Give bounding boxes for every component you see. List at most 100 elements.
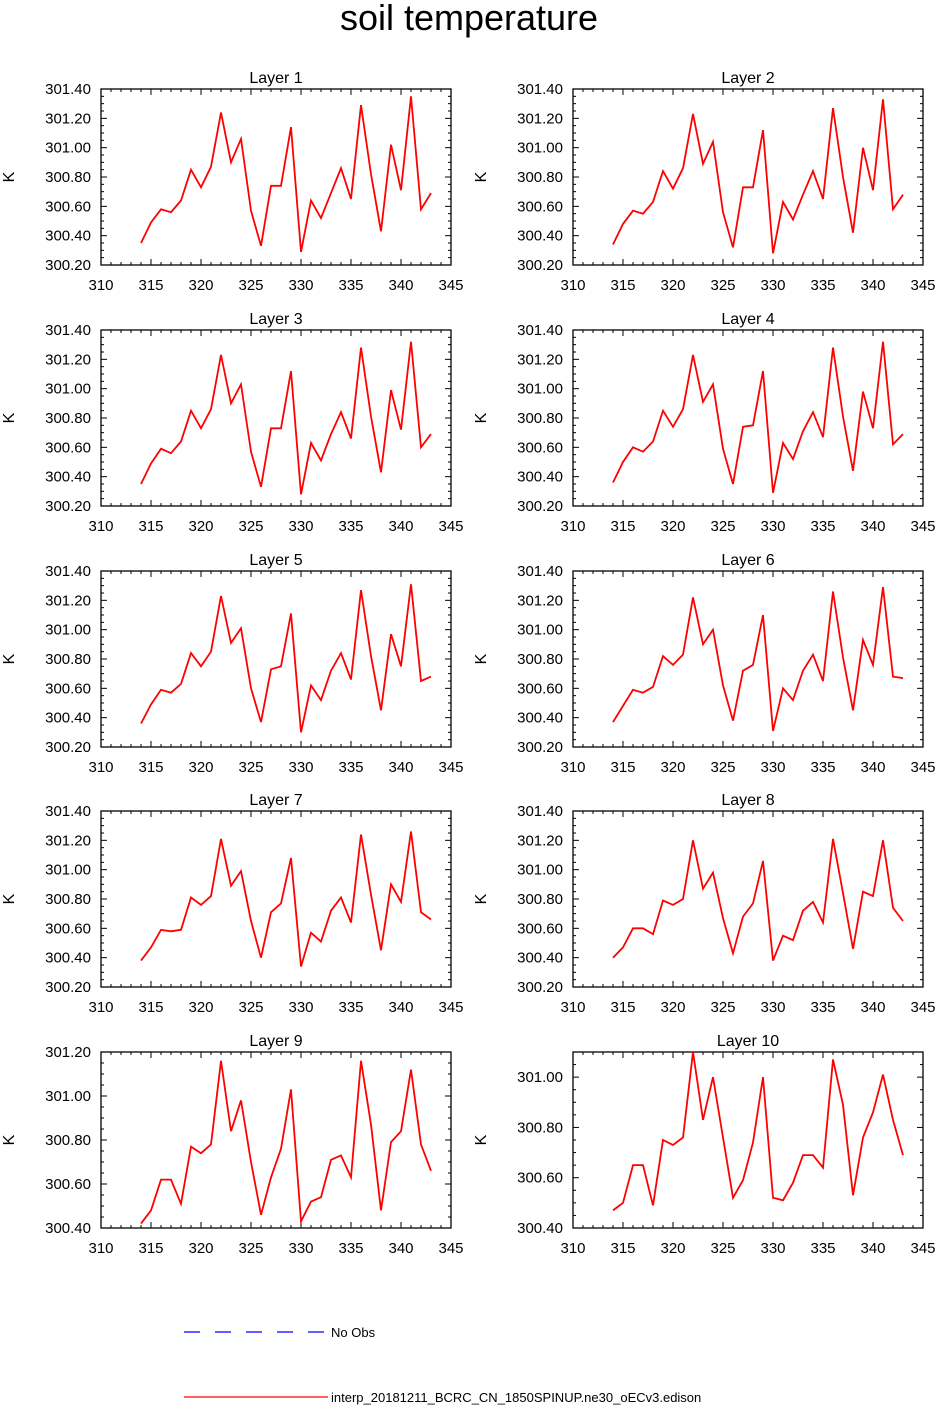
x-tick-label: 325 <box>238 277 263 294</box>
series-line <box>612 341 904 493</box>
y-tick-label: 300.60 <box>517 439 563 456</box>
x-tick-label: 340 <box>388 759 413 776</box>
y-tick-label: 300.60 <box>517 198 563 215</box>
y-tick-label: 300.40 <box>517 950 563 967</box>
y-tick-label: 300.60 <box>517 680 563 697</box>
y-tick-label: 301.00 <box>45 622 91 639</box>
x-tick-label: 315 <box>610 277 635 294</box>
x-tick-label: 315 <box>610 999 635 1016</box>
x-tick-label: 335 <box>338 999 363 1016</box>
x-tick-label: 315 <box>138 759 163 776</box>
y-tick-label: 301.20 <box>517 351 563 368</box>
y-tick-label: 301.20 <box>45 1044 91 1061</box>
x-tick-label: 340 <box>860 518 885 535</box>
y-axis-label: K <box>473 1134 490 1145</box>
x-tick-label: 310 <box>88 518 113 535</box>
x-tick-label: 315 <box>138 1240 163 1257</box>
series-line <box>140 831 432 967</box>
x-tick-label: 310 <box>88 999 113 1016</box>
x-tick-label: 335 <box>810 277 835 294</box>
x-tick-label: 330 <box>288 759 313 776</box>
series-line <box>140 341 432 495</box>
y-tick-label: 300.60 <box>45 198 91 215</box>
x-tick-label: 320 <box>660 759 685 776</box>
y-tick-label: 301.00 <box>45 140 91 157</box>
y-tick-label: 300.40 <box>517 1220 563 1237</box>
y-tick-label: 301.20 <box>45 832 91 849</box>
x-tick-label: 310 <box>88 1240 113 1257</box>
x-tick-label: 325 <box>710 518 735 535</box>
y-tick-label: 300.80 <box>45 891 91 908</box>
y-tick-label: 300.20 <box>517 739 563 756</box>
panel-layer-7: Layer 7 K 310 315 320 325 330 335 340 345 300.20 30… <box>1 792 464 1016</box>
y-tick-label: 301.00 <box>517 862 563 879</box>
panel-layer-1: Layer 1 K 310 315 320 325 330 335 340 345 300.20 30… <box>1 70 464 294</box>
panel-title: Layer 2 <box>721 70 774 87</box>
y-tick-label: 301.40 <box>45 81 91 98</box>
y-axis-label: K <box>473 412 490 423</box>
y-tick-label: 301.00 <box>517 1069 563 1086</box>
y-tick-label: 300.20 <box>45 979 91 996</box>
panel-title: Layer 9 <box>249 1033 302 1050</box>
y-tick-label: 300.80 <box>45 651 91 668</box>
plot-frame <box>572 810 924 988</box>
x-tick-label: 320 <box>188 277 213 294</box>
x-tick-label: 310 <box>560 1240 585 1257</box>
x-tick-label: 340 <box>860 277 885 294</box>
x-tick-label: 345 <box>910 1240 935 1257</box>
legend-label-model: interp_20181211_BCRC_CN_1850SPINUP.ne30_… <box>331 1390 701 1405</box>
y-tick-label: 301.40 <box>517 563 563 580</box>
x-tick-label: 340 <box>860 1240 885 1257</box>
y-tick-label: 300.80 <box>517 169 563 186</box>
y-tick-label: 300.60 <box>45 439 91 456</box>
x-tick-label: 325 <box>238 999 263 1016</box>
x-tick-label: 345 <box>438 518 463 535</box>
x-tick-label: 330 <box>288 1240 313 1257</box>
y-axis-label: K <box>1 893 18 904</box>
x-tick-label: 330 <box>288 277 313 294</box>
series-line <box>612 1051 904 1212</box>
x-tick-label: 345 <box>438 759 463 776</box>
x-tick-label: 325 <box>710 277 735 294</box>
x-tick-label: 320 <box>660 277 685 294</box>
x-tick-label: 310 <box>560 277 585 294</box>
y-tick-label: 301.20 <box>45 592 91 609</box>
x-tick-label: 315 <box>610 518 635 535</box>
y-tick-label: 300.80 <box>517 651 563 668</box>
legend: No Obs interp_20181211_BCRC_CN_1850SPINU… <box>184 1325 701 1405</box>
panel-layer-5: Layer 5 K 310 315 320 325 330 335 340 345 300.20 30… <box>1 552 464 776</box>
x-tick-label: 320 <box>188 999 213 1016</box>
x-tick-label: 325 <box>710 759 735 776</box>
y-tick-label: 301.20 <box>517 832 563 849</box>
x-tick-label: 335 <box>810 518 835 535</box>
y-tick-label: 300.20 <box>517 257 563 274</box>
x-tick-label: 325 <box>710 999 735 1016</box>
y-tick-label: 301.20 <box>517 110 563 127</box>
y-tick-label: 300.80 <box>517 410 563 427</box>
x-tick-label: 335 <box>810 1240 835 1257</box>
x-tick-label: 320 <box>188 759 213 776</box>
y-tick-label: 301.00 <box>45 381 91 398</box>
series-line <box>612 99 904 254</box>
series-line <box>612 586 904 732</box>
x-tick-label: 345 <box>910 999 935 1016</box>
y-tick-label: 300.20 <box>45 739 91 756</box>
panel-title: Layer 1 <box>249 70 302 87</box>
panel-layer-6: Layer 6 K 310 315 320 325 330 335 340 345 300.20 30… <box>473 552 936 776</box>
x-tick-label: 335 <box>338 759 363 776</box>
panel-title: Layer 10 <box>717 1033 779 1050</box>
y-tick-label: 301.40 <box>517 803 563 820</box>
series-line <box>612 838 904 961</box>
y-axis-label: K <box>1 653 18 664</box>
y-tick-label: 300.80 <box>517 891 563 908</box>
x-tick-label: 320 <box>660 1240 685 1257</box>
x-tick-label: 335 <box>810 759 835 776</box>
y-tick-label: 300.40 <box>45 950 91 967</box>
x-tick-label: 320 <box>188 518 213 535</box>
x-tick-label: 340 <box>388 1240 413 1257</box>
x-tick-label: 345 <box>910 759 935 776</box>
y-axis-label: K <box>1 1134 18 1145</box>
y-tick-label: 300.40 <box>45 228 91 245</box>
x-tick-label: 330 <box>760 1240 785 1257</box>
